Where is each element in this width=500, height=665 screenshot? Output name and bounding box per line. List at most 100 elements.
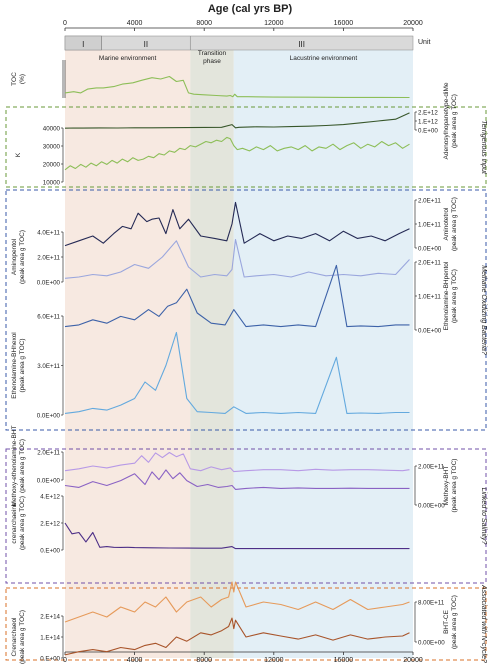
y-label-7-1: (peak area g TOC) [19,439,26,493]
y-tick-label-1-1: 1.E+12 [418,119,438,126]
group-box-3 [5,587,487,661]
series-line-aminopentol [64,238,410,279]
y-tick-label-11-1: 1.E+14 [40,635,60,642]
y-label-4-1: (peak area g TOC) [19,230,26,284]
y-tick-label-4-1: 2.0E+11 [37,255,60,262]
y-tick-label-5-1: 1.0E+11 [418,294,441,301]
x-axis-title: Age (cal yrs BP) [208,3,293,15]
zone-label-1-0: Transition [198,50,227,57]
series-line-methoxy-bht [64,469,410,490]
y-tick-label-1-0: 0.E+00 [418,128,438,135]
unit-label-1: II [144,40,148,49]
y-tick-label-3-1: 1.0E+11 [418,222,441,229]
axes: Age (cal yrs BP) Unit 0 4000 8000 12000 1600… [37,3,445,664]
series-line-bht-ce [64,581,410,623]
zone-label-0-0: Marine environment [99,55,157,62]
series-line-crenarchaeol [64,617,410,656]
zone-bg-1 [190,36,234,658]
group-label-1: Methane Oxidizing Bacteria? [480,265,487,355]
y-tick-label-3-0: 0.0E+00 [418,246,442,253]
group-label-0: Terrigenous input [480,120,487,175]
y-tick-label-4-0: 0.0E+00 [37,280,61,287]
top-tick-label-0: 0 [63,20,67,27]
top-tick-label-4: 16000 [334,20,354,27]
y-label-9-0: crenarchaeine [11,502,18,544]
y-tick-label-9-0: 0.E+00 [40,548,60,555]
y-tick-label-2-3: 40000 [43,126,61,133]
series-line-toc [64,75,410,99]
unit-label-0: I [82,40,84,49]
y-tick-label-7-1: 2.0E+11 [37,450,60,457]
y-label-10-0: BHT-CE [443,609,450,634]
unit-label-2: III [298,40,305,49]
zone-label-2-0: Lacustrine environment [290,55,358,62]
y-label-0-0: TOC [11,72,18,86]
y-tick-label-9-1: 2.E+12 [40,521,60,528]
group-label-2: Linked to Salinity? [480,488,487,545]
y-tick-label-11-2: 2.E+14 [40,614,60,621]
y-tick-label-6-0: 0.0E+00 [37,413,61,420]
y-tick-label-7-0: 0.0E+00 [37,478,61,485]
series-line-adenosylhopane [64,112,410,129]
bottom-tick-label-0: 0 [63,657,67,664]
y-tick-label-6-2: 6.0E+11 [37,314,60,321]
y-tick-label-3-2: 2.0E+11 [418,198,441,205]
y-tick-label-10-1: 8.00E+11 [418,600,445,607]
y-tick-label-11-0: 0.E+00 [40,656,60,663]
top-tick-label-1: 4000 [127,20,143,27]
series-line-k [64,136,410,171]
group-label-3: Associated with N-cycle? [480,584,487,663]
y-tick-label-2-1: 20000 [43,162,61,169]
y-label-3-1: (peak area g TOC) [451,197,458,251]
y-tick-label-8-0: 0.00E+00 [418,503,445,510]
bottom-tick-label-1: 4000 [127,657,143,664]
series-line-crenarchaeol-like [64,522,410,550]
y-label-9-1: (peak area g TOC) [19,496,26,550]
series-line-aminotetrol [64,201,410,247]
y-label-1-0: Adenosylhopanetype-diMe [443,82,450,159]
zone-bg-2 [233,36,413,658]
y-tick-label-6-1: 3.0E+11 [37,363,60,370]
top-tick-label-2: 8000 [196,20,212,27]
y-tick-label-2-2: 30000 [43,144,61,151]
y-label-6-1: (peak area g TOC) [19,339,26,393]
bottom-tick-label-3: 12000 [264,657,284,664]
y-label-8-1: (peak area g TOC) [451,459,458,513]
series-line-ethenolamine-bhpentol [64,264,410,328]
y-label-0-1: (%) [19,74,26,84]
unit-header: Unit [418,39,431,46]
y-tick-label-10-0: 0.00E+00 [418,640,445,647]
y-label-2-0: K [15,152,22,157]
y-label-1-1: (peak area g TOC) [451,94,458,148]
y-label-6-0: Ethenolamine-BHhexol [11,332,18,399]
y-tick-label-2-0: 10000 [43,180,61,187]
zone-backgrounds [65,36,413,658]
zone-bg-0 [65,36,191,658]
y-label-11-1: (peak area g TOC) [19,610,26,664]
y-tick-label-4-2: 4.0E+11 [37,230,60,237]
zone-label-1-1: phase [203,58,221,65]
group-box-0 [5,106,487,188]
bottom-tick-label-4: 16000 [334,657,354,664]
y-tick-label-5-2: 2.0E+11 [418,260,441,267]
y-tick-label-8-1: 2.00E+11 [418,464,445,471]
series-lines [64,75,410,656]
unit-bar [64,35,414,51]
top-tick-label-3: 12000 [264,20,284,27]
y-label-7-0: Methoxy-ethenolamine-BHT [11,426,18,507]
y-label-10-1: (peak area g TOC) [451,595,458,649]
y-label-3-0: Aminotetrol [443,207,450,240]
series-line-methoxy-ethenolamine-bht [64,451,410,473]
series-line-ethenolamine-bhhexol [64,331,410,414]
y-tick-label-5-0: 0.0E+00 [418,328,442,335]
y-label-4-0: Aminopentol [11,238,18,275]
y-label-8-0: Methoxy-BHT [443,466,450,506]
group-box-2 [5,448,487,584]
top-tick-label-5: 20000 [403,20,423,27]
y-label-5-0: Ethenolamine-BHpentol [443,261,450,330]
bottom-tick-label-5: 20000 [403,657,423,664]
y-label-5-1: (peak area g TOC) [451,269,458,323]
y-tick-label-1-2: 2.E+12 [418,110,438,117]
